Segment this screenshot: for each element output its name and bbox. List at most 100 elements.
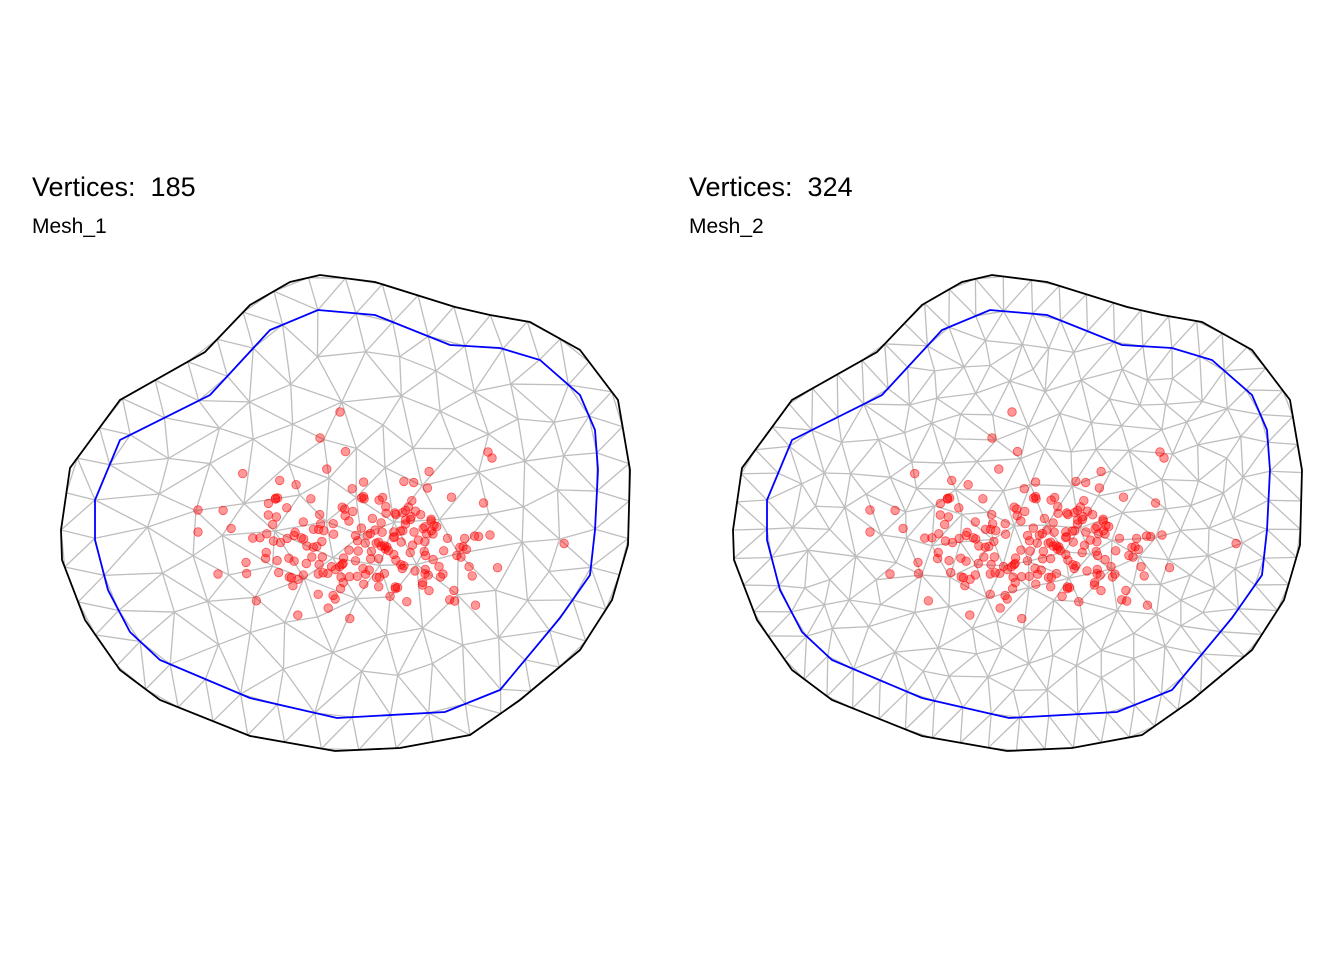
observation-point bbox=[402, 597, 412, 607]
mesh-edge bbox=[521, 541, 550, 572]
mesh-edge bbox=[109, 457, 169, 466]
mesh-edge bbox=[1095, 425, 1122, 450]
mesh-edge bbox=[863, 403, 905, 434]
mesh-edge bbox=[502, 321, 528, 350]
mesh-edge bbox=[1223, 370, 1228, 409]
mesh-edge bbox=[60, 499, 96, 531]
mesh-edge bbox=[975, 380, 1010, 395]
mesh-edge bbox=[1044, 391, 1061, 414]
mesh-edge bbox=[1234, 568, 1240, 609]
mesh-edge bbox=[1002, 490, 1015, 527]
mesh-edge bbox=[510, 383, 569, 386]
observation-point bbox=[271, 512, 282, 522]
mesh-edge bbox=[524, 659, 560, 668]
mesh-edge bbox=[1032, 285, 1060, 315]
observation-point bbox=[943, 512, 954, 522]
mesh-edge bbox=[1165, 400, 1203, 405]
mesh-edge bbox=[743, 557, 773, 586]
mesh-edge bbox=[1122, 508, 1167, 514]
mesh-edge bbox=[937, 606, 950, 649]
mesh-edge bbox=[755, 445, 790, 451]
mesh-edge bbox=[996, 620, 1024, 630]
observation-point bbox=[213, 569, 223, 579]
mesh-edge bbox=[316, 312, 357, 358]
mesh-edge bbox=[960, 413, 993, 416]
observation-point bbox=[371, 538, 381, 548]
observation-point bbox=[1118, 492, 1129, 502]
mesh-edge bbox=[1172, 355, 1201, 380]
mesh-edge bbox=[332, 598, 358, 653]
mesh-edge bbox=[1106, 712, 1130, 738]
mesh-edge bbox=[1222, 492, 1234, 519]
mesh-edge bbox=[1013, 525, 1030, 562]
mesh-edge bbox=[1182, 675, 1202, 694]
outer-boundary bbox=[732, 274, 1303, 752]
mesh-edge bbox=[243, 438, 254, 504]
mesh-edge bbox=[252, 438, 290, 465]
mesh-edge bbox=[1269, 444, 1299, 472]
observation-point bbox=[272, 555, 282, 566]
observation-point bbox=[417, 580, 428, 590]
observation-point bbox=[1000, 529, 1011, 539]
mesh-edge bbox=[986, 565, 1004, 599]
mesh-edge bbox=[1014, 524, 1047, 527]
mesh-edge bbox=[987, 512, 994, 540]
observation-point bbox=[434, 561, 444, 572]
observation-point bbox=[1022, 556, 1033, 566]
observation-point bbox=[1045, 554, 1056, 564]
mesh-edge bbox=[1160, 646, 1166, 695]
observation-point bbox=[1114, 533, 1125, 544]
mesh-edge bbox=[1028, 412, 1061, 428]
observation-point bbox=[340, 446, 351, 457]
observation-point bbox=[315, 433, 325, 443]
mesh-edge bbox=[903, 432, 913, 463]
mesh-edge bbox=[788, 445, 825, 474]
mesh-edge bbox=[996, 587, 1030, 622]
observation-point bbox=[1074, 597, 1084, 607]
mesh-edge bbox=[824, 472, 851, 475]
mesh-edge bbox=[792, 505, 816, 529]
mesh-edge bbox=[1201, 370, 1225, 402]
observation-point bbox=[1028, 493, 1039, 503]
mesh-edge bbox=[435, 370, 441, 412]
mesh-edge bbox=[1019, 716, 1046, 750]
mesh-edge bbox=[792, 527, 809, 551]
mesh-edge bbox=[849, 599, 881, 606]
mesh-edge bbox=[962, 676, 989, 708]
mesh-edge bbox=[1242, 476, 1269, 501]
mesh-edge bbox=[458, 541, 523, 555]
mesh-edge bbox=[1242, 441, 1269, 478]
mesh-edge bbox=[303, 577, 357, 600]
mesh-edge bbox=[355, 312, 393, 323]
mesh-edge bbox=[274, 530, 334, 559]
observation-point bbox=[323, 568, 333, 579]
mesh-edge bbox=[1028, 586, 1055, 601]
observation-point bbox=[392, 582, 403, 593]
mesh-edge bbox=[218, 631, 251, 646]
mesh-edge bbox=[1226, 408, 1242, 437]
mesh-edge bbox=[801, 472, 825, 485]
observation-point bbox=[954, 533, 964, 544]
mesh-edge bbox=[146, 493, 160, 528]
mesh-edge bbox=[1059, 320, 1075, 353]
observation-point bbox=[1090, 577, 1100, 588]
observation-point bbox=[1068, 560, 1078, 570]
mesh-edge bbox=[1161, 453, 1174, 480]
mesh-edge bbox=[904, 700, 935, 730]
observation-point bbox=[913, 568, 924, 579]
observation-point bbox=[1037, 528, 1048, 539]
mesh-edge bbox=[959, 514, 963, 542]
mesh-edge bbox=[1226, 389, 1247, 410]
mesh-edge bbox=[438, 519, 459, 554]
mesh-edge bbox=[1044, 348, 1050, 392]
observation-point bbox=[353, 546, 363, 556]
mesh-edge bbox=[1202, 612, 1222, 633]
mesh-edge bbox=[1156, 613, 1182, 627]
mesh-edge bbox=[1190, 480, 1200, 506]
observation-point bbox=[1037, 554, 1048, 564]
mesh-edge bbox=[948, 606, 973, 629]
mesh-edge bbox=[1164, 625, 1182, 647]
mesh-edge bbox=[1053, 577, 1070, 601]
mesh-edge bbox=[1220, 631, 1263, 636]
mesh-edge bbox=[221, 534, 273, 567]
